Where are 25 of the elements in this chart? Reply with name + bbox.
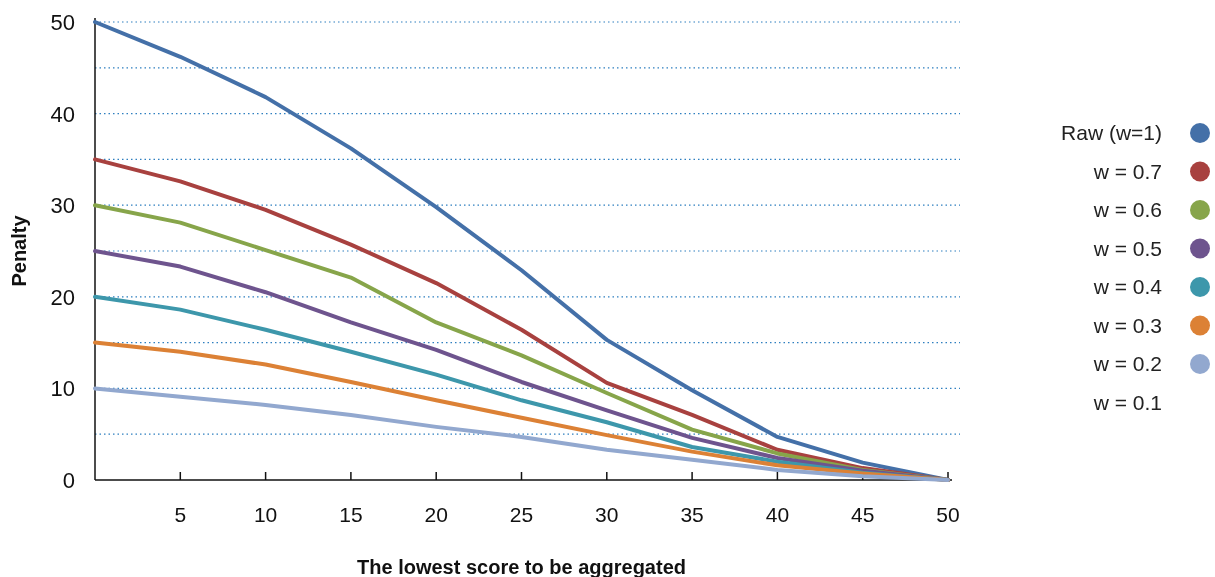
x-tick-label: 30 bbox=[595, 503, 619, 526]
x-tick-label: 10 bbox=[253, 503, 278, 526]
y-tick-label: 0 bbox=[62, 468, 75, 493]
y-tick-label: 30 bbox=[50, 193, 75, 219]
legend-label: w = 0.5 bbox=[1092, 236, 1162, 260]
x-tick-label: 35 bbox=[680, 503, 704, 526]
legend-label: Raw (w=1) bbox=[1061, 121, 1162, 144]
x-tick-label: 25 bbox=[509, 503, 534, 526]
x-tick-label: 50 bbox=[936, 503, 960, 526]
legend-label: w = 0.7 bbox=[1092, 159, 1162, 183]
x-tick-label: 40 bbox=[765, 503, 790, 526]
y-tick-label: 20 bbox=[50, 284, 75, 310]
x-tick-label: 45 bbox=[851, 503, 875, 526]
x-tick-label: 5 bbox=[174, 503, 187, 526]
legend-label: w = 0.2 bbox=[1092, 352, 1162, 375]
legend-label: w = 0.4 bbox=[1092, 275, 1163, 298]
legend-label: w = 0.3 bbox=[1092, 313, 1162, 337]
y-tick-label: 50 bbox=[50, 10, 75, 35]
y-tick-label: 10 bbox=[50, 376, 75, 402]
text: w = 0.1 bbox=[1092, 390, 1162, 414]
x-tick-label: 15 bbox=[339, 503, 363, 526]
x-tick-label: 20 bbox=[424, 503, 448, 526]
y-axis-title: Penalty bbox=[8, 214, 30, 287]
legend-label: w = 0.6 bbox=[1092, 198, 1162, 221]
y-tick-label: 40 bbox=[50, 101, 75, 127]
